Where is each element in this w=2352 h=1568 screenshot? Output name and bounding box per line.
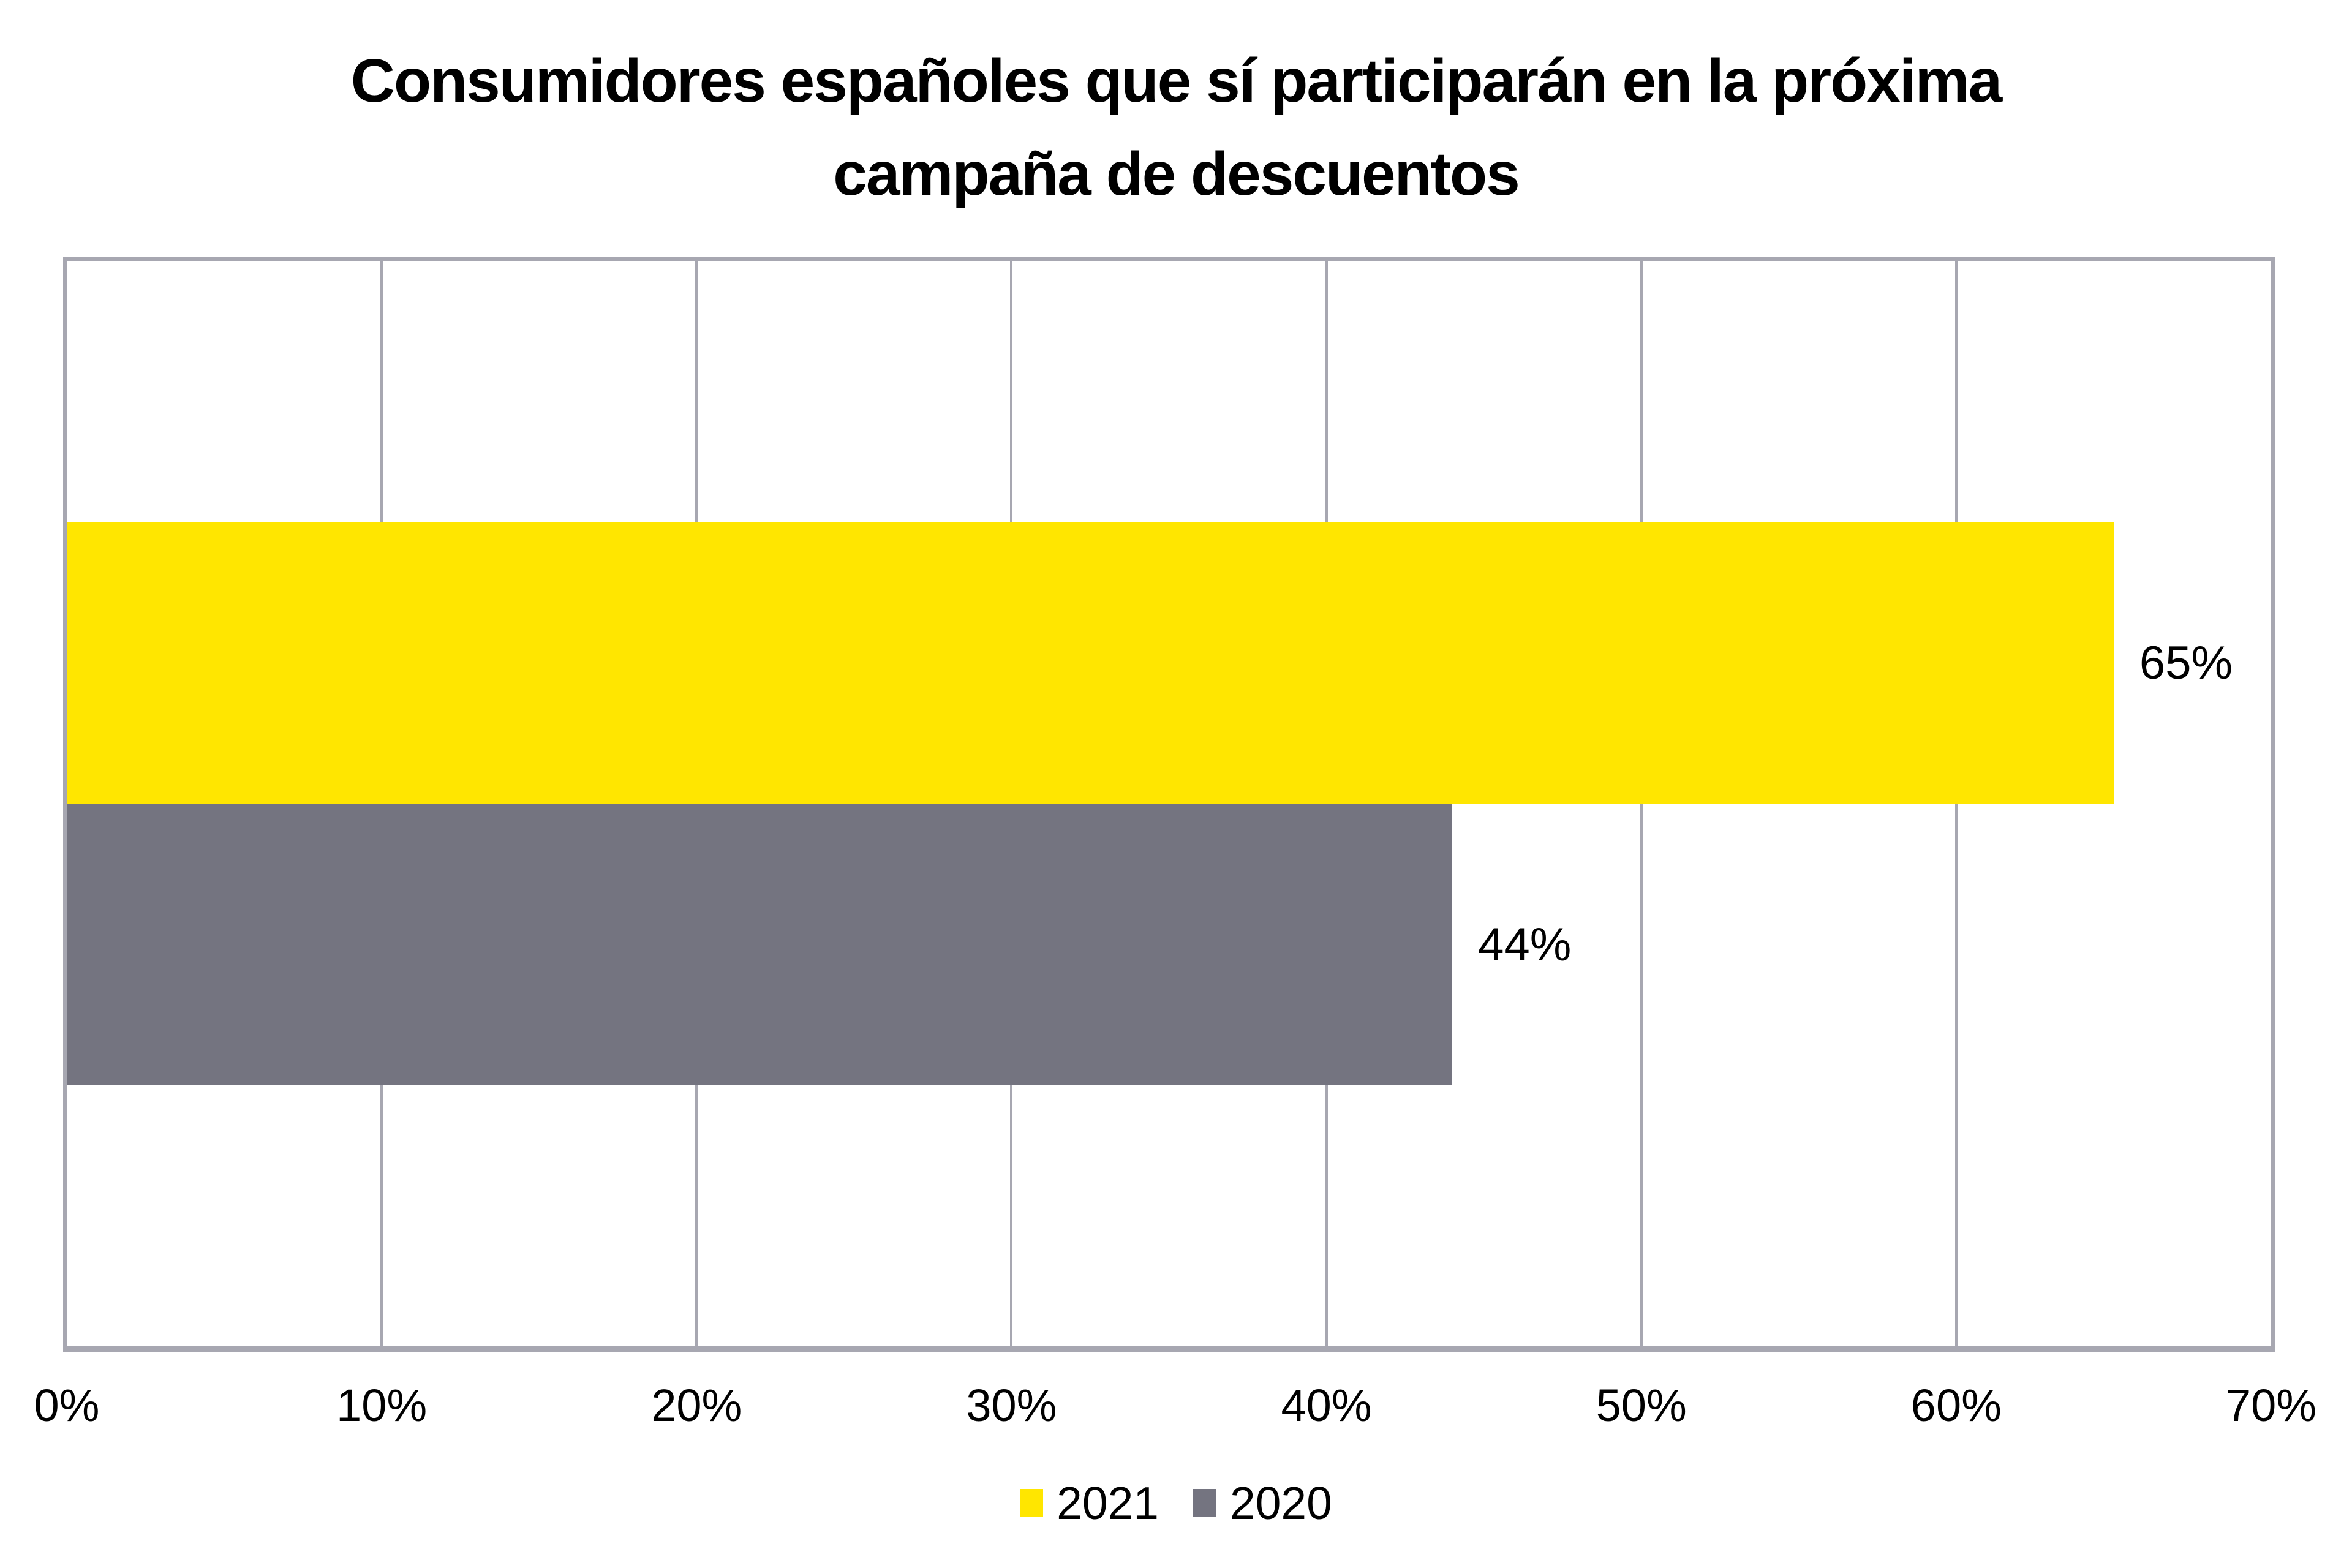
x-tick-40: 40% [1281,1380,1372,1431]
legend-swatch-2020 [1193,1489,1216,1517]
legend-label-2020: 2020 [1230,1477,1332,1529]
data-label-2021: 65% [2139,636,2233,689]
x-tick-30: 30% [966,1380,1057,1431]
gridline-60pct [1954,261,1958,1346]
legend-swatch-2021 [1020,1489,1044,1517]
chart-title: Consumidores españoles que sí participar… [0,34,2352,221]
x-axis: 0% 10% 20% 30% 40% 50% 60% 70% [34,1379,2317,1434]
chart-title-line2: campaña de descuentos [833,140,1520,208]
x-tick-20: 20% [651,1380,742,1431]
x-tick-10: 10% [336,1380,428,1431]
gridline-50pct [1640,261,1643,1346]
legend-label-2021: 2021 [1057,1477,1159,1529]
bar-2021 [67,522,2114,804]
bar-2020 [67,804,1453,1085]
legend-item-2021: 2021 [1020,1480,1159,1526]
chart-title-line1: Consumidores españoles que sí participar… [350,47,2002,115]
x-tick-70: 70% [2225,1380,2317,1431]
x-tick-0: 0% [34,1380,100,1431]
x-tick-60: 60% [1910,1380,2002,1431]
legend-item-2020: 2020 [1193,1480,1332,1526]
legend: 2021 2020 [0,1475,2352,1531]
data-label-2020: 44% [1478,918,1572,971]
x-tick-50: 50% [1596,1380,1687,1431]
plot-area: 65% 44% [63,257,2275,1352]
